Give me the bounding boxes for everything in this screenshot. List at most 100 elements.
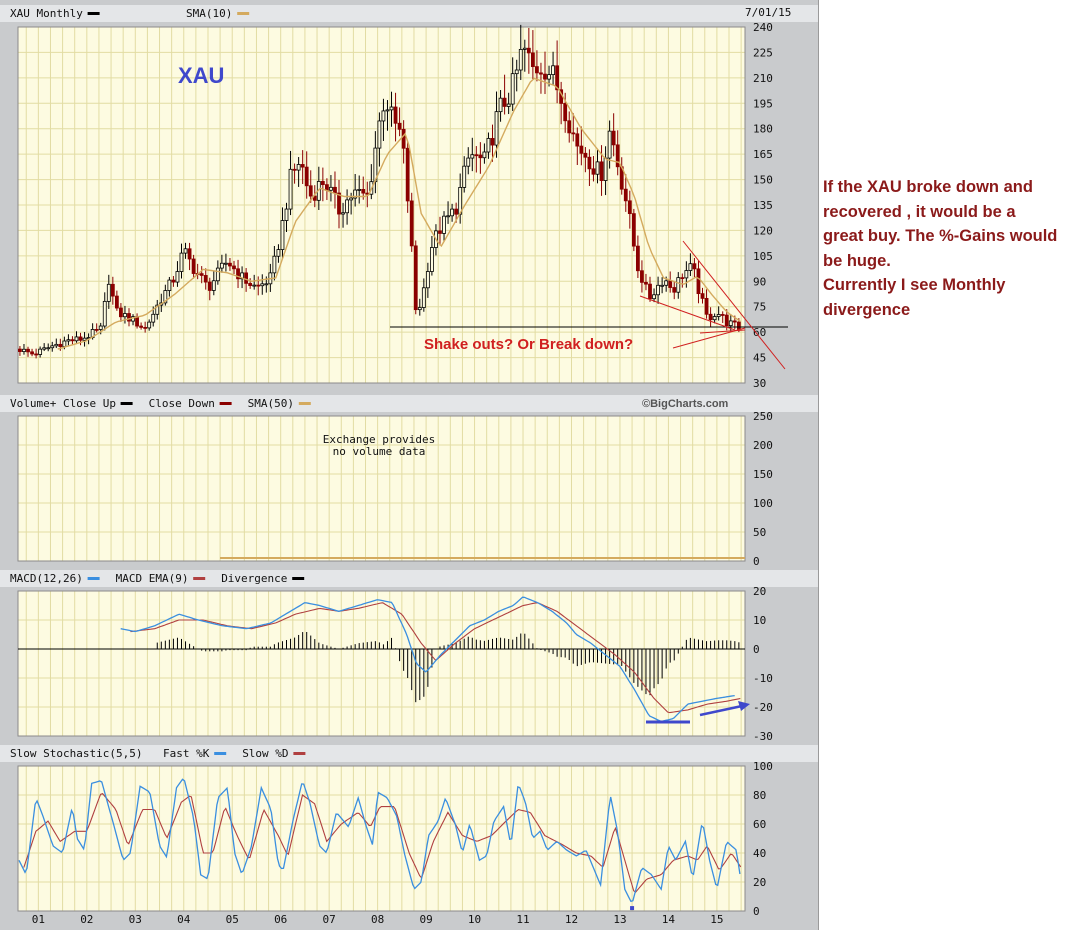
candle-body (494, 111, 499, 146)
candle-body (143, 326, 148, 329)
slow-d-line (23, 792, 742, 893)
candle-body (676, 277, 681, 293)
candle-body (421, 287, 426, 308)
price-plot-border (17, 26, 746, 384)
candle-body (599, 161, 604, 181)
divergence-arrow-head (738, 701, 750, 711)
candle-body (631, 213, 636, 247)
candle-body (18, 348, 22, 352)
note-line-1: If the XAU broke down and (823, 178, 1033, 196)
macd-ytick-label: -10 (753, 672, 773, 685)
candle-body (215, 267, 220, 282)
price-ytick-label: 105 (753, 250, 773, 263)
candle-body (680, 277, 685, 280)
candle-body (224, 262, 228, 265)
candle-body (405, 147, 410, 202)
x-tick-label: 13 (613, 913, 626, 926)
volume-legend-label: SMA(50) (248, 397, 294, 410)
macd-legend-swatch (292, 577, 305, 580)
x-tick-label: 14 (662, 913, 676, 926)
x-tick-label: 15 (710, 913, 723, 926)
candle-body (724, 314, 729, 326)
candle-body (34, 353, 38, 356)
candle-body (692, 263, 697, 270)
candle-body (66, 339, 71, 342)
price-legend-swatch (87, 12, 100, 15)
candle-body (26, 348, 30, 353)
candle-body (337, 192, 341, 215)
wedge-line-b (699, 329, 746, 334)
candle-body (652, 294, 656, 300)
volume-plot-border (17, 415, 746, 562)
volume-ytick-label: 150 (753, 468, 773, 481)
x-tick-label: 07 (323, 913, 336, 926)
candle-body (482, 151, 487, 159)
candle-body (644, 281, 648, 285)
candle-body (102, 300, 107, 327)
candle-body (591, 168, 596, 175)
candle-body (530, 52, 535, 68)
candle-body (119, 307, 123, 318)
candle-body (551, 65, 555, 76)
candle-body (462, 165, 467, 188)
candle-body (623, 188, 628, 202)
candle-body (320, 181, 325, 186)
note-line-4: be huge. (823, 251, 891, 270)
candle-body (603, 157, 608, 181)
candle-body (260, 283, 265, 287)
candle-body (248, 282, 253, 286)
x-tick-label: 08 (371, 913, 384, 926)
candle-body (179, 252, 184, 272)
stoch-ytick-label: 80 (753, 789, 766, 802)
stock-chart: 3045607590105120135150165180195210225240… (0, 5, 818, 926)
price-header-bar (0, 5, 818, 22)
candle-body (171, 279, 176, 283)
candle-body (615, 144, 620, 168)
macd-legend-swatch (193, 577, 206, 580)
stoch-low-marker (630, 906, 635, 911)
candle-body (127, 313, 131, 322)
price-ytick-label: 240 (753, 21, 773, 34)
candle-body (333, 186, 337, 194)
candle-body (38, 348, 43, 355)
candle-body (345, 199, 349, 214)
commentary-note: If the XAU broke down and recovered , it… (823, 175, 1085, 322)
candle-body (187, 248, 192, 260)
chart-date-label: 7/01/15 (745, 6, 791, 19)
candle-body (312, 195, 317, 201)
candle-body (397, 122, 402, 130)
candle-body (219, 262, 224, 269)
candle-body (232, 265, 236, 270)
candle-body (191, 258, 196, 274)
candle-body (240, 272, 244, 280)
macd-ytick-label: -20 (753, 701, 773, 714)
x-tick-label: 01 (32, 913, 45, 926)
candle-body (474, 154, 479, 157)
candle-body (288, 168, 293, 210)
volume-header-bar (0, 395, 818, 412)
candle-body (656, 284, 660, 296)
candle-body (696, 268, 701, 295)
candle-body (543, 73, 547, 80)
candle-body (272, 255, 277, 274)
macd-ytick-label: 10 (753, 614, 766, 627)
candle-body (579, 145, 584, 154)
macd-ytick-label: 20 (753, 585, 766, 598)
macd-legend-label: MACD EMA(9) (116, 572, 189, 585)
candle-body (106, 283, 111, 302)
wedge-line-a (672, 327, 746, 349)
price-ytick-label: 210 (753, 72, 773, 85)
candle-body (329, 186, 333, 191)
candle-body (228, 262, 232, 267)
candle-body (498, 97, 503, 113)
candle-body (98, 325, 103, 330)
volume-legend-label: Close Down (149, 397, 215, 410)
candle-body (716, 314, 721, 317)
candle-body (236, 268, 240, 280)
candle-body (147, 321, 152, 329)
price-ytick-label: 225 (753, 46, 773, 59)
candle-body (438, 230, 442, 234)
candle-body (535, 66, 539, 74)
candle-body (361, 189, 366, 194)
candle-body (110, 283, 115, 297)
